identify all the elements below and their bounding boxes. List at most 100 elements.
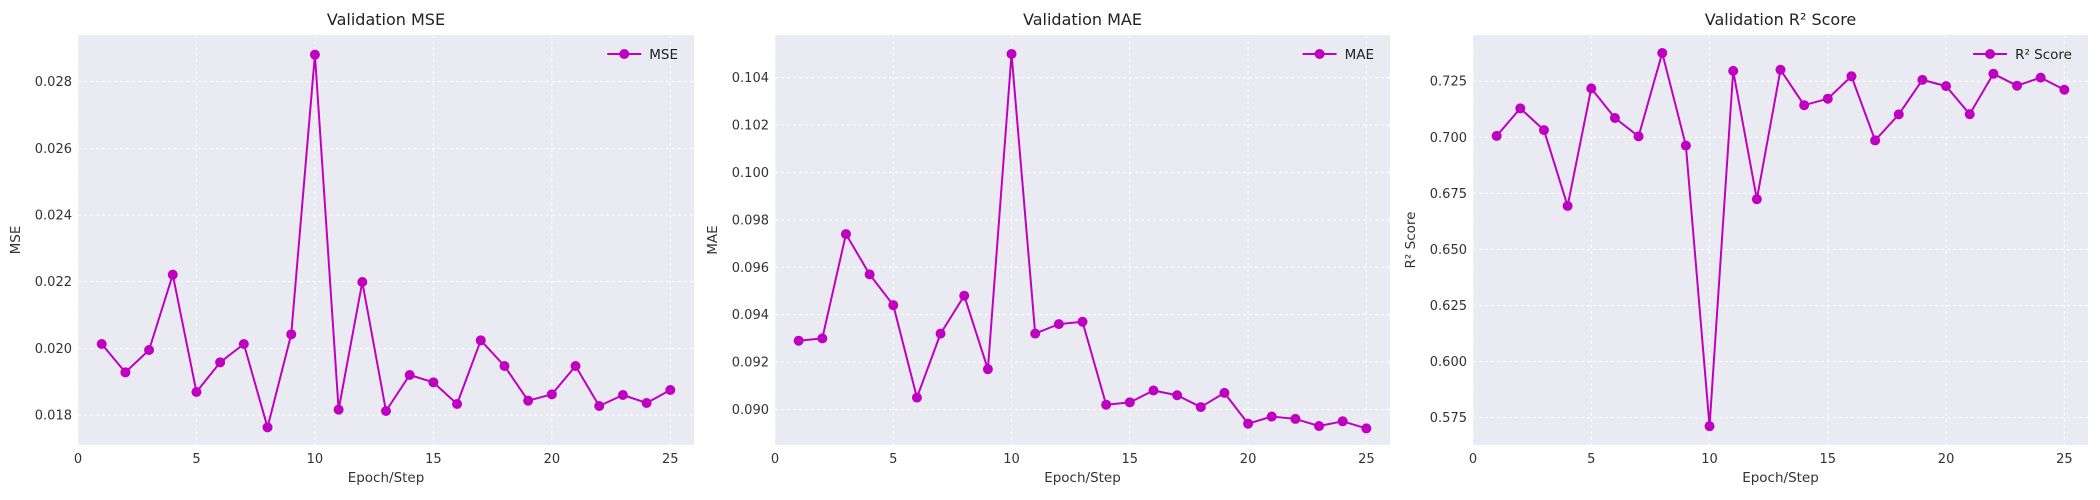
data-point bbox=[238, 339, 249, 349]
data-point bbox=[982, 364, 993, 375]
x-tick-label: 5 bbox=[889, 452, 897, 467]
y-tick-label: 0.100 bbox=[732, 166, 769, 181]
legend-marker bbox=[619, 49, 630, 59]
data-point bbox=[2012, 80, 2023, 91]
data-point bbox=[1751, 194, 1762, 205]
data-point bbox=[1870, 135, 1881, 146]
data-point bbox=[888, 300, 899, 311]
data-point bbox=[1586, 83, 1597, 94]
data-point bbox=[1562, 200, 1573, 211]
data-point bbox=[475, 335, 486, 346]
x-tick-label: 20 bbox=[1938, 452, 1955, 467]
data-point bbox=[309, 49, 320, 60]
y-tick-label: 0.018 bbox=[35, 409, 72, 424]
data-point bbox=[840, 229, 851, 240]
y-axis-label: MAE bbox=[705, 225, 721, 254]
y-tick-label: 0.094 bbox=[732, 308, 769, 323]
y-tick-label: 0.600 bbox=[1430, 355, 1467, 370]
data-point bbox=[1148, 385, 1159, 396]
data-point bbox=[1822, 93, 1833, 104]
data-point bbox=[1030, 328, 1041, 339]
x-tick-label: 15 bbox=[425, 452, 442, 467]
x-axis-label: Epoch/Step bbox=[348, 470, 425, 486]
data-point bbox=[191, 387, 202, 397]
x-tick-label: 25 bbox=[662, 452, 679, 467]
y-tick-label: 0.650 bbox=[1430, 243, 1467, 258]
x-tick-label: 5 bbox=[1587, 452, 1595, 467]
data-point bbox=[523, 395, 534, 406]
chart-title: Validation MSE bbox=[327, 10, 445, 29]
data-point bbox=[499, 361, 510, 371]
data-point bbox=[96, 339, 107, 349]
data-point bbox=[1172, 390, 1183, 401]
data-point bbox=[817, 333, 828, 344]
data-point bbox=[1515, 103, 1526, 114]
data-point bbox=[1361, 423, 1372, 434]
y-axis-label: R² Score bbox=[1403, 212, 1419, 269]
y-tick-label: 0.096 bbox=[732, 261, 769, 276]
data-point bbox=[911, 392, 922, 403]
data-point bbox=[1988, 68, 1999, 79]
data-point bbox=[1219, 387, 1230, 398]
data-point bbox=[381, 406, 391, 416]
plot-area bbox=[78, 35, 694, 445]
y-tick-label: 0.102 bbox=[732, 119, 769, 134]
data-point bbox=[262, 422, 273, 433]
data-point bbox=[1491, 130, 1502, 141]
chart-panel-2: 0 5 10 15 20 25 0.090 0.092 0.094 0.096 0.098 0.100… bbox=[705, 10, 1390, 486]
data-point bbox=[428, 377, 439, 388]
data-point bbox=[617, 390, 628, 400]
data-point bbox=[1704, 421, 1715, 432]
data-point bbox=[144, 345, 155, 355]
data-point bbox=[1680, 140, 1691, 151]
chart-title: Validation R² Score bbox=[1705, 10, 1857, 29]
legend-label: MSE bbox=[649, 47, 678, 63]
chart-title: Validation MAE bbox=[1023, 10, 1142, 29]
plot-area bbox=[775, 35, 1390, 445]
y-tick-label: 0.098 bbox=[732, 213, 769, 228]
y-tick-label: 0.028 bbox=[35, 75, 72, 90]
data-point bbox=[404, 370, 415, 380]
data-point bbox=[1893, 109, 1904, 120]
data-point bbox=[1657, 47, 1668, 58]
x-tick-label: 20 bbox=[544, 452, 561, 467]
x-tick-label: 25 bbox=[1358, 452, 1375, 467]
x-tick-label: 0 bbox=[1469, 452, 1477, 467]
y-tick-label: 0.026 bbox=[35, 142, 72, 157]
data-point bbox=[864, 269, 875, 280]
data-point bbox=[594, 401, 605, 411]
x-tick-label: 25 bbox=[2056, 452, 2073, 467]
x-tick-label: 10 bbox=[1701, 452, 1718, 467]
x-tick-label: 5 bbox=[192, 452, 200, 467]
y-tick-label: 0.700 bbox=[1430, 131, 1467, 146]
legend-label: MAE bbox=[1345, 47, 1374, 63]
y-tick-label: 0.092 bbox=[732, 356, 769, 371]
data-point bbox=[167, 269, 178, 280]
data-point bbox=[452, 399, 463, 409]
data-point bbox=[1053, 319, 1064, 330]
data-point bbox=[935, 328, 946, 339]
data-point bbox=[1337, 416, 1348, 427]
data-point bbox=[1124, 397, 1135, 408]
chart-panel-3: 0 5 10 15 20 25 0.575 0.600 0.625 0.650 0.675 0.700… bbox=[1403, 10, 2088, 486]
data-point bbox=[1941, 81, 1952, 92]
y-tick-label: 0.020 bbox=[35, 342, 72, 357]
data-point bbox=[641, 398, 652, 408]
data-point bbox=[1101, 399, 1112, 410]
data-point bbox=[1266, 411, 1277, 422]
data-point bbox=[1917, 74, 1928, 85]
data-point bbox=[1290, 413, 1301, 424]
data-point bbox=[2059, 84, 2070, 95]
y-tick-label: 0.022 bbox=[35, 275, 72, 290]
data-point bbox=[1077, 316, 1088, 327]
data-point bbox=[1846, 71, 1857, 82]
y-tick-label: 0.024 bbox=[35, 209, 72, 224]
data-point bbox=[793, 335, 804, 346]
y-tick-label: 0.725 bbox=[1430, 75, 1467, 90]
data-point bbox=[570, 361, 581, 371]
legend-label: R² Score bbox=[2015, 47, 2072, 63]
data-point bbox=[1195, 402, 1206, 413]
data-point bbox=[959, 290, 970, 301]
